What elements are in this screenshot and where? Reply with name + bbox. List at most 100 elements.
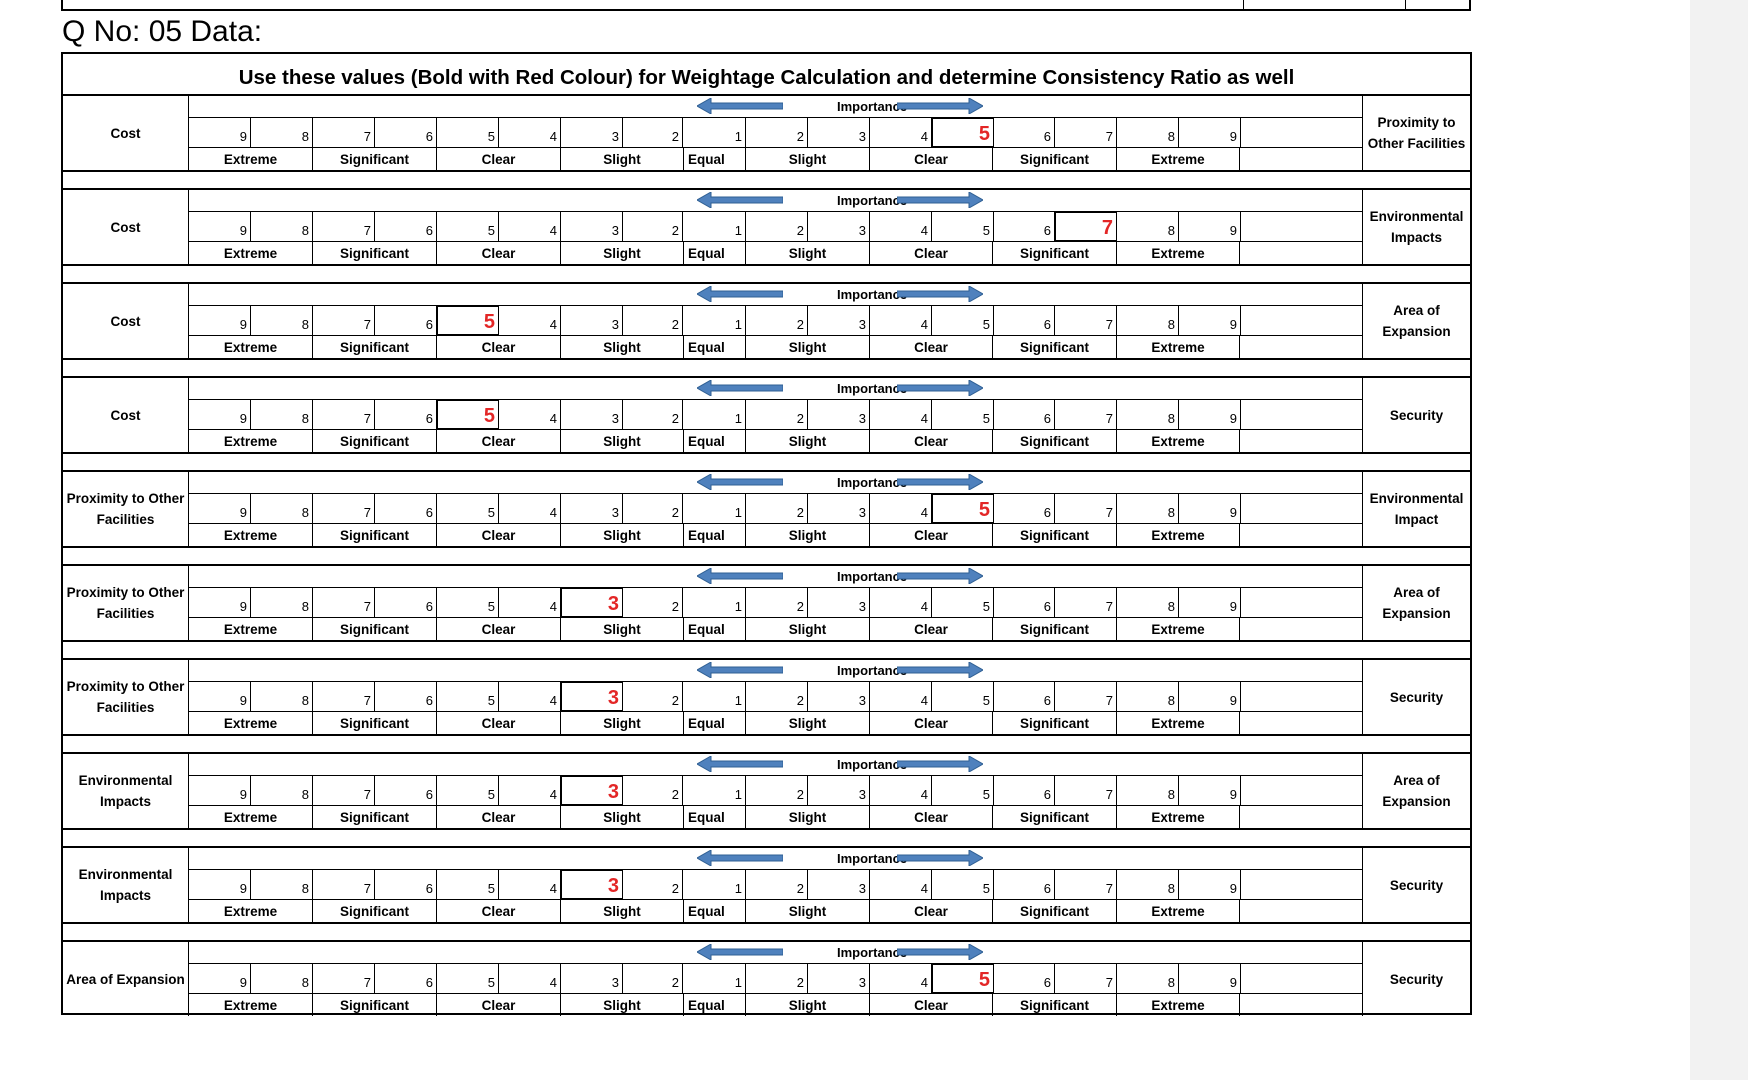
scale-label: Extreme — [1117, 712, 1240, 734]
scale-number: 6 — [993, 212, 1055, 241]
scale-number: 3 — [561, 118, 623, 147]
left-criterion: Area of Expansion — [63, 942, 189, 1016]
scale-number: 8 — [251, 964, 313, 993]
scale-number: 5 — [437, 588, 499, 617]
scale-label: Extreme — [189, 994, 313, 1016]
scale-label: Clear — [437, 618, 561, 640]
scale-number: 6 — [375, 306, 437, 335]
scale-number: 6 — [375, 964, 437, 993]
left-arrow-icon — [697, 662, 783, 678]
scale-number: 6 — [375, 212, 437, 241]
scale-number: 8 — [1117, 776, 1179, 805]
scale-label: Extreme — [189, 242, 313, 264]
scale-number: 7 — [1055, 682, 1117, 711]
scale-number: 9 — [189, 118, 251, 147]
right-criterion: Area of Expansion — [1362, 754, 1470, 828]
scale-label: Significant — [313, 994, 437, 1016]
scale-number: 7 — [313, 870, 375, 899]
scale-label: Equal — [684, 242, 746, 264]
scale-number: 9 — [1179, 870, 1241, 899]
scale-number: 8 — [1117, 400, 1179, 429]
scale-number: 5 — [437, 494, 499, 523]
comparison-row: Cost Importance 9 8 7 6 5 4 3 2 1 2 3 4 5 6 7 8 9 Extreme Si… — [63, 378, 1470, 452]
row-separator — [63, 734, 1470, 754]
scale-number: 4 — [499, 400, 561, 429]
scale-number: 6 — [375, 682, 437, 711]
scale-number: 3 — [561, 494, 623, 523]
scale-label: Clear — [870, 618, 993, 640]
row-separator — [63, 264, 1470, 284]
scale-number: 2 — [746, 964, 808, 993]
importance-header: Importance — [189, 284, 1362, 306]
scale-number: 5 — [932, 400, 994, 429]
scale-label: Clear — [437, 336, 561, 358]
scale-number: 7 — [1055, 306, 1117, 335]
right-arrow-icon — [897, 944, 983, 960]
scale-number: 8 — [251, 400, 313, 429]
right-criterion: Environmental Impacts — [1362, 190, 1470, 264]
scale-number: 4 — [870, 588, 932, 617]
scale-number: 4 — [870, 118, 932, 147]
scale-number: 3 — [561, 400, 623, 429]
left-criterion: Cost — [63, 190, 189, 264]
right-arrow-icon — [897, 192, 983, 208]
scale-label: Extreme — [1117, 524, 1240, 546]
scale-labels: Extreme Significant Clear Slight Equal Slight… — [189, 524, 1362, 546]
scale-label: Significant — [993, 430, 1117, 452]
scale-number: 1 — [684, 682, 746, 711]
scale-number: 3 — [561, 306, 623, 335]
scale-label: Equal — [684, 712, 746, 734]
scale-number: 2 — [746, 306, 808, 335]
scale-number: 6 — [993, 776, 1055, 805]
scale-label: Clear — [437, 712, 561, 734]
scale-label: Equal — [684, 430, 746, 452]
scale-number: 5 — [932, 306, 994, 335]
scale-number: 8 — [251, 776, 313, 805]
scale-number: 9 — [1179, 494, 1241, 523]
scale-number: 9 — [1179, 588, 1241, 617]
scale-label: Extreme — [189, 712, 313, 734]
importance-header: Importance — [189, 660, 1362, 682]
scale-label: Extreme — [189, 524, 313, 546]
scale-number: 7 — [1055, 870, 1117, 899]
scale-number: 2 — [746, 870, 808, 899]
right-criterion: Security — [1362, 660, 1470, 734]
importance-label: Importance — [837, 851, 908, 866]
scale-label: Clear — [437, 900, 561, 922]
left-arrow-icon — [697, 850, 783, 866]
selected-value: 3 — [561, 682, 623, 711]
scale-label: Clear — [870, 242, 993, 264]
scale-number: 4 — [499, 964, 561, 993]
scale-label: Equal — [684, 618, 746, 640]
selected-value: 3 — [561, 776, 623, 805]
scale-number: 2 — [746, 776, 808, 805]
importance-label: Importance — [837, 99, 908, 114]
scale-number: 6 — [375, 776, 437, 805]
scale-number: 6 — [993, 118, 1055, 147]
scale-number: 7 — [313, 306, 375, 335]
scale-number: 6 — [993, 588, 1055, 617]
scale-number: 3 — [561, 212, 623, 241]
scale-number: 5 — [437, 212, 499, 241]
scale-number: 1 — [684, 588, 746, 617]
scale-label: Extreme — [1117, 148, 1240, 170]
scale-number: 4 — [499, 870, 561, 899]
comparison-row: Proximity to Other Facilities Importance 9… — [63, 660, 1470, 734]
importance-header: Importance — [189, 848, 1362, 870]
scale-number: 9 — [1179, 118, 1241, 147]
scale-label: Slight — [746, 524, 870, 546]
scale-labels: Extreme Significant Clear Slight Equal Slight… — [189, 148, 1362, 170]
right-arrow-icon — [897, 850, 983, 866]
scale-number: 7 — [313, 682, 375, 711]
scale-number: 6 — [993, 964, 1055, 993]
scale-number: 9 — [189, 212, 251, 241]
scale-number: 3 — [808, 682, 870, 711]
scale-label: Clear — [870, 712, 993, 734]
importance-label: Importance — [837, 945, 908, 960]
scale-number: 1 — [684, 400, 746, 429]
scale-number: 5 — [437, 964, 499, 993]
scale-labels: Extreme Significant Clear Slight Equal Slight… — [189, 712, 1362, 734]
scale-label: Equal — [684, 806, 746, 828]
